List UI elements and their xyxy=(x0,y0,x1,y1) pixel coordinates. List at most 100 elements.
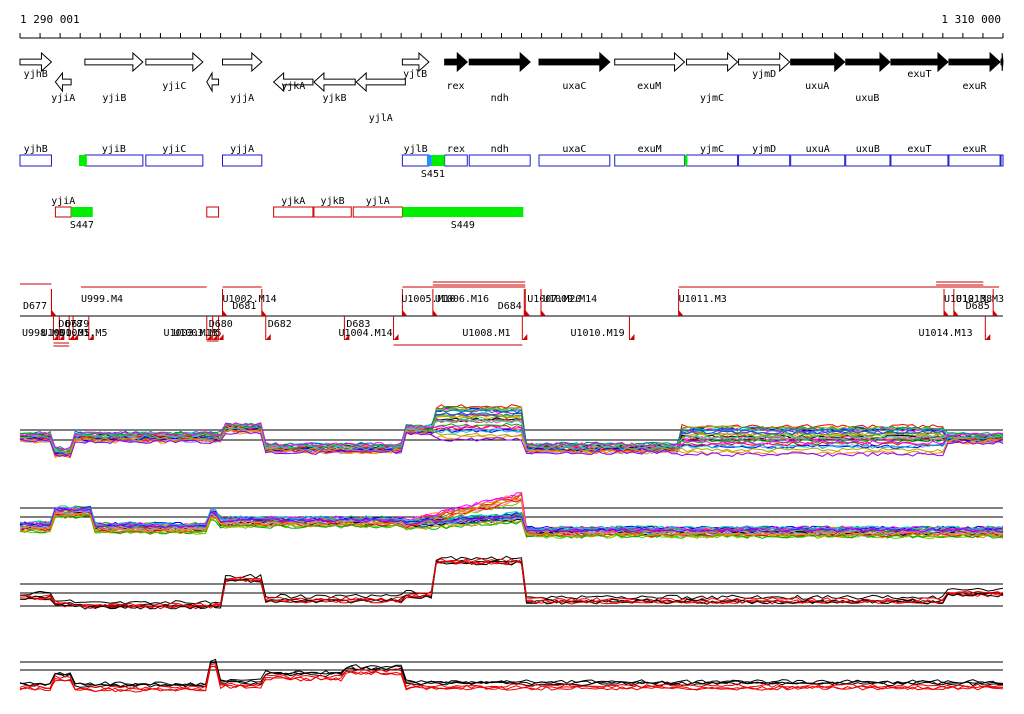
segment-marker xyxy=(222,310,228,316)
segment-marker xyxy=(522,334,528,340)
segment-marker xyxy=(218,334,224,340)
expression-profile-panel-4 xyxy=(19,658,1004,693)
annotation-forward-label: uxuB xyxy=(856,144,880,155)
gene-label: yjlA xyxy=(369,113,393,124)
annotation-forward-feature xyxy=(684,155,688,166)
annotation-forward-label: exuR xyxy=(962,144,987,155)
annotation-forward-box xyxy=(84,154,144,167)
annotation-reverse-feature-label: S449 xyxy=(451,220,475,231)
annotation-forward-box xyxy=(685,154,739,167)
profile-trace xyxy=(19,429,1004,459)
annotation-forward-label: yjmD xyxy=(752,144,776,155)
segment-label-upper: D684 xyxy=(498,301,522,312)
annotation-forward-box xyxy=(790,154,846,167)
annotation-forward-box xyxy=(145,154,204,167)
gene-arrow-forward xyxy=(685,51,739,73)
profile-trace xyxy=(19,505,1004,531)
annotation-forward-box xyxy=(468,154,531,167)
gene-label: exuT xyxy=(907,69,931,80)
gene-arrow-forward xyxy=(738,51,791,73)
annotation-reverse-box xyxy=(352,206,403,218)
profile-trace xyxy=(19,665,1004,693)
segment-marker xyxy=(59,334,65,340)
gene-label: rex xyxy=(446,81,464,92)
segment-label-lower: D680 xyxy=(209,319,233,330)
annotation-forward-label: rex xyxy=(447,144,465,155)
annotation-reverse-label: yjlA xyxy=(366,196,390,207)
gene-label: uxaC xyxy=(562,81,586,92)
annotation-reverse-box xyxy=(206,206,220,218)
profile-trace xyxy=(19,497,1004,536)
annotation-reverse-feature xyxy=(402,207,524,217)
annotation-forward-box xyxy=(614,154,686,167)
profile-trace xyxy=(19,559,1004,609)
segment-marker xyxy=(944,310,950,316)
segment-label-lower: U1001.M5 xyxy=(59,328,107,339)
gene-arrow-reverse xyxy=(313,71,356,93)
gene-label: yjmC xyxy=(700,93,724,104)
segment-label-lower: U1003.M5 xyxy=(173,328,221,339)
expression-profile-panel-3 xyxy=(19,555,1004,610)
gene-arrow-forward xyxy=(145,51,204,73)
annotation-reverse-feature xyxy=(71,207,93,217)
annotation-forward-box xyxy=(444,154,468,167)
profile-trace xyxy=(19,426,1004,453)
segment-label-upper: U1006.M16 xyxy=(435,294,489,305)
segment-marker xyxy=(432,310,438,316)
segment-label-upper: U1012.M8 xyxy=(944,294,992,305)
annotation-forward-label: yjiB xyxy=(102,144,126,155)
annotation-reverse-box xyxy=(54,206,72,218)
segment-marker xyxy=(953,310,959,316)
segment-label-lower: U1000.M5 xyxy=(42,328,90,339)
annotation-forward-box xyxy=(738,154,791,167)
annotation-forward-label: uxuA xyxy=(806,144,830,155)
segment-label-lower: U998.M8 xyxy=(22,328,64,339)
segment-marker xyxy=(629,334,635,340)
gene-arrow-track xyxy=(19,51,1004,93)
profile-trace xyxy=(19,430,1004,458)
segment-label-lower: U1010.M19 xyxy=(570,328,624,339)
gene-label: exuR xyxy=(962,81,987,92)
annotation-forward-label: ndh xyxy=(491,144,509,155)
annotation-forward-box xyxy=(401,154,430,167)
gene-label: yjkB xyxy=(323,93,347,104)
gene-label: yjlB xyxy=(403,69,427,80)
segment-marker xyxy=(344,334,350,340)
segment-marker xyxy=(678,310,684,316)
gene-label: ndh xyxy=(491,93,509,104)
gene-arrow-forward xyxy=(468,51,531,73)
annotation-forward-label: yjmC xyxy=(700,144,724,155)
gene-label: yjiA xyxy=(51,93,75,104)
gene-arrow-forward xyxy=(845,51,891,73)
segment-label-upper: U1002.M14 xyxy=(222,294,276,305)
profile-trace xyxy=(19,422,1004,451)
segment-marker xyxy=(261,310,267,316)
segment-marker xyxy=(540,310,546,316)
profile-trace xyxy=(19,512,1004,538)
profile-trace xyxy=(19,663,1003,691)
annotation-forward-label: exuT xyxy=(907,144,931,155)
annotation-forward-box xyxy=(948,154,1001,167)
annotation-reverse-label: yjiA xyxy=(51,196,75,207)
annotation-forward-feature xyxy=(431,155,445,166)
segment-label-lower: U1004.M14 xyxy=(338,328,392,339)
segment-label-lower: U1003.M13 xyxy=(164,328,218,339)
profile-trace xyxy=(19,418,1004,453)
gene-arrow-forward xyxy=(614,51,686,73)
ruler-end-label: 1 310 000 xyxy=(941,13,1001,26)
segment-label-upper: U1011.M3 xyxy=(679,294,727,305)
gene-label: yjiC xyxy=(162,81,186,92)
gene-arrow-forward xyxy=(19,51,53,73)
segment-marker xyxy=(993,310,999,316)
segment-label-upper: U1009.M14 xyxy=(543,294,597,305)
annotation-forward-box xyxy=(221,154,263,167)
gene-arrow-forward xyxy=(1000,52,1004,72)
expression-profile-panel-1 xyxy=(19,404,1004,459)
gene-arrow-forward xyxy=(538,51,611,73)
gene-label: yjkA xyxy=(281,81,305,92)
profile-trace xyxy=(19,555,1004,605)
annotation-forward-box xyxy=(890,154,949,167)
gene-arrow-reverse xyxy=(206,71,220,93)
segment-marker xyxy=(212,334,218,340)
